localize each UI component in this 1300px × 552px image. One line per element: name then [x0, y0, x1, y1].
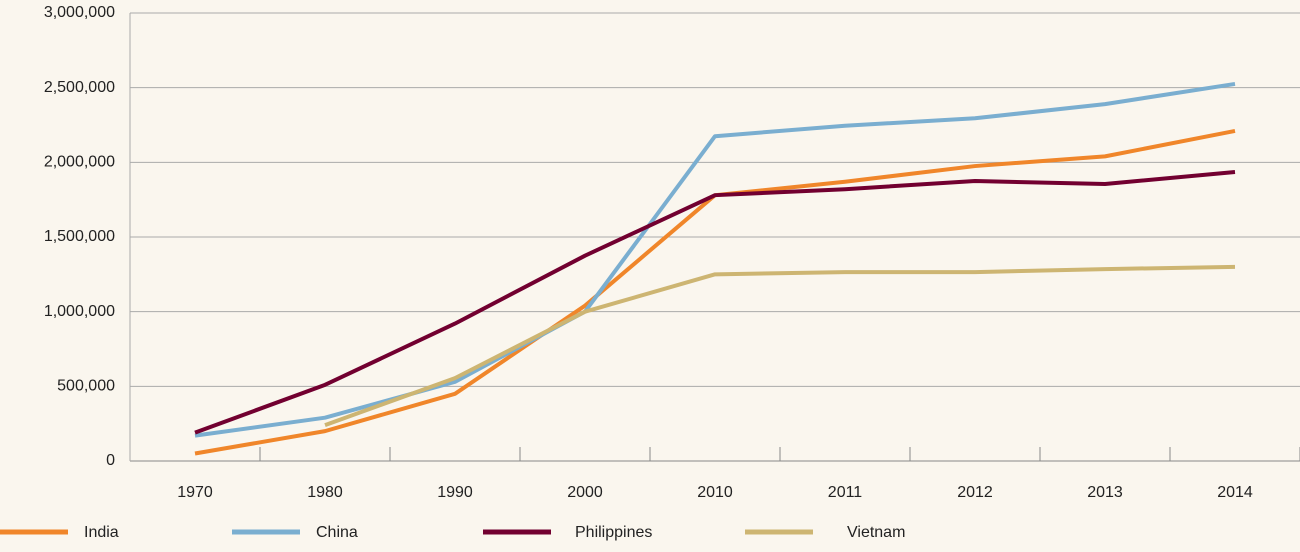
y-tick-label: 2,000,000: [44, 154, 115, 171]
legend-label: India: [84, 524, 119, 541]
legend-label: Philippines: [575, 524, 652, 541]
x-tick-label: 2012: [957, 484, 993, 501]
x-tick-label: 2000: [567, 484, 603, 501]
x-tick-label: 1970: [177, 484, 213, 501]
x-tick-label: 1980: [307, 484, 343, 501]
x-tick-label: 2011: [828, 484, 863, 501]
y-tick-label: 1,000,000: [44, 303, 115, 320]
y-tick-label: 0: [106, 452, 115, 469]
series-line: [194, 170, 1236, 435]
y-tick-label: 500,000: [57, 378, 115, 395]
legend-label: China: [316, 524, 358, 541]
x-tick-label: 2013: [1087, 484, 1123, 501]
y-tick-label: 2,500,000: [44, 79, 115, 96]
legend-label: Vietnam: [847, 524, 905, 541]
y-tick-label: 1,500,000: [44, 228, 115, 245]
x-tick-label: 2010: [697, 484, 733, 501]
series-line: [324, 264, 1236, 428]
series-line: [194, 81, 1236, 438]
x-tick-label: 2014: [1217, 484, 1253, 501]
x-tick-label: 1990: [437, 484, 473, 501]
y-tick-label: 3,000,000: [44, 4, 115, 21]
